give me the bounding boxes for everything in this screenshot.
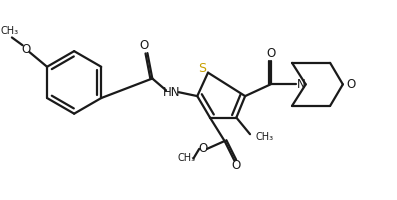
Text: O: O <box>198 142 208 155</box>
Text: O: O <box>346 78 355 91</box>
Text: O: O <box>266 47 275 60</box>
Text: HN: HN <box>163 86 181 99</box>
Text: CH₃: CH₃ <box>1 26 19 36</box>
Text: S: S <box>198 62 206 75</box>
Text: CH₃: CH₃ <box>256 132 274 142</box>
Text: O: O <box>232 159 241 172</box>
Text: CH₃: CH₃ <box>177 153 196 163</box>
Text: O: O <box>21 43 30 56</box>
Text: O: O <box>140 39 149 52</box>
Text: N: N <box>297 78 305 91</box>
